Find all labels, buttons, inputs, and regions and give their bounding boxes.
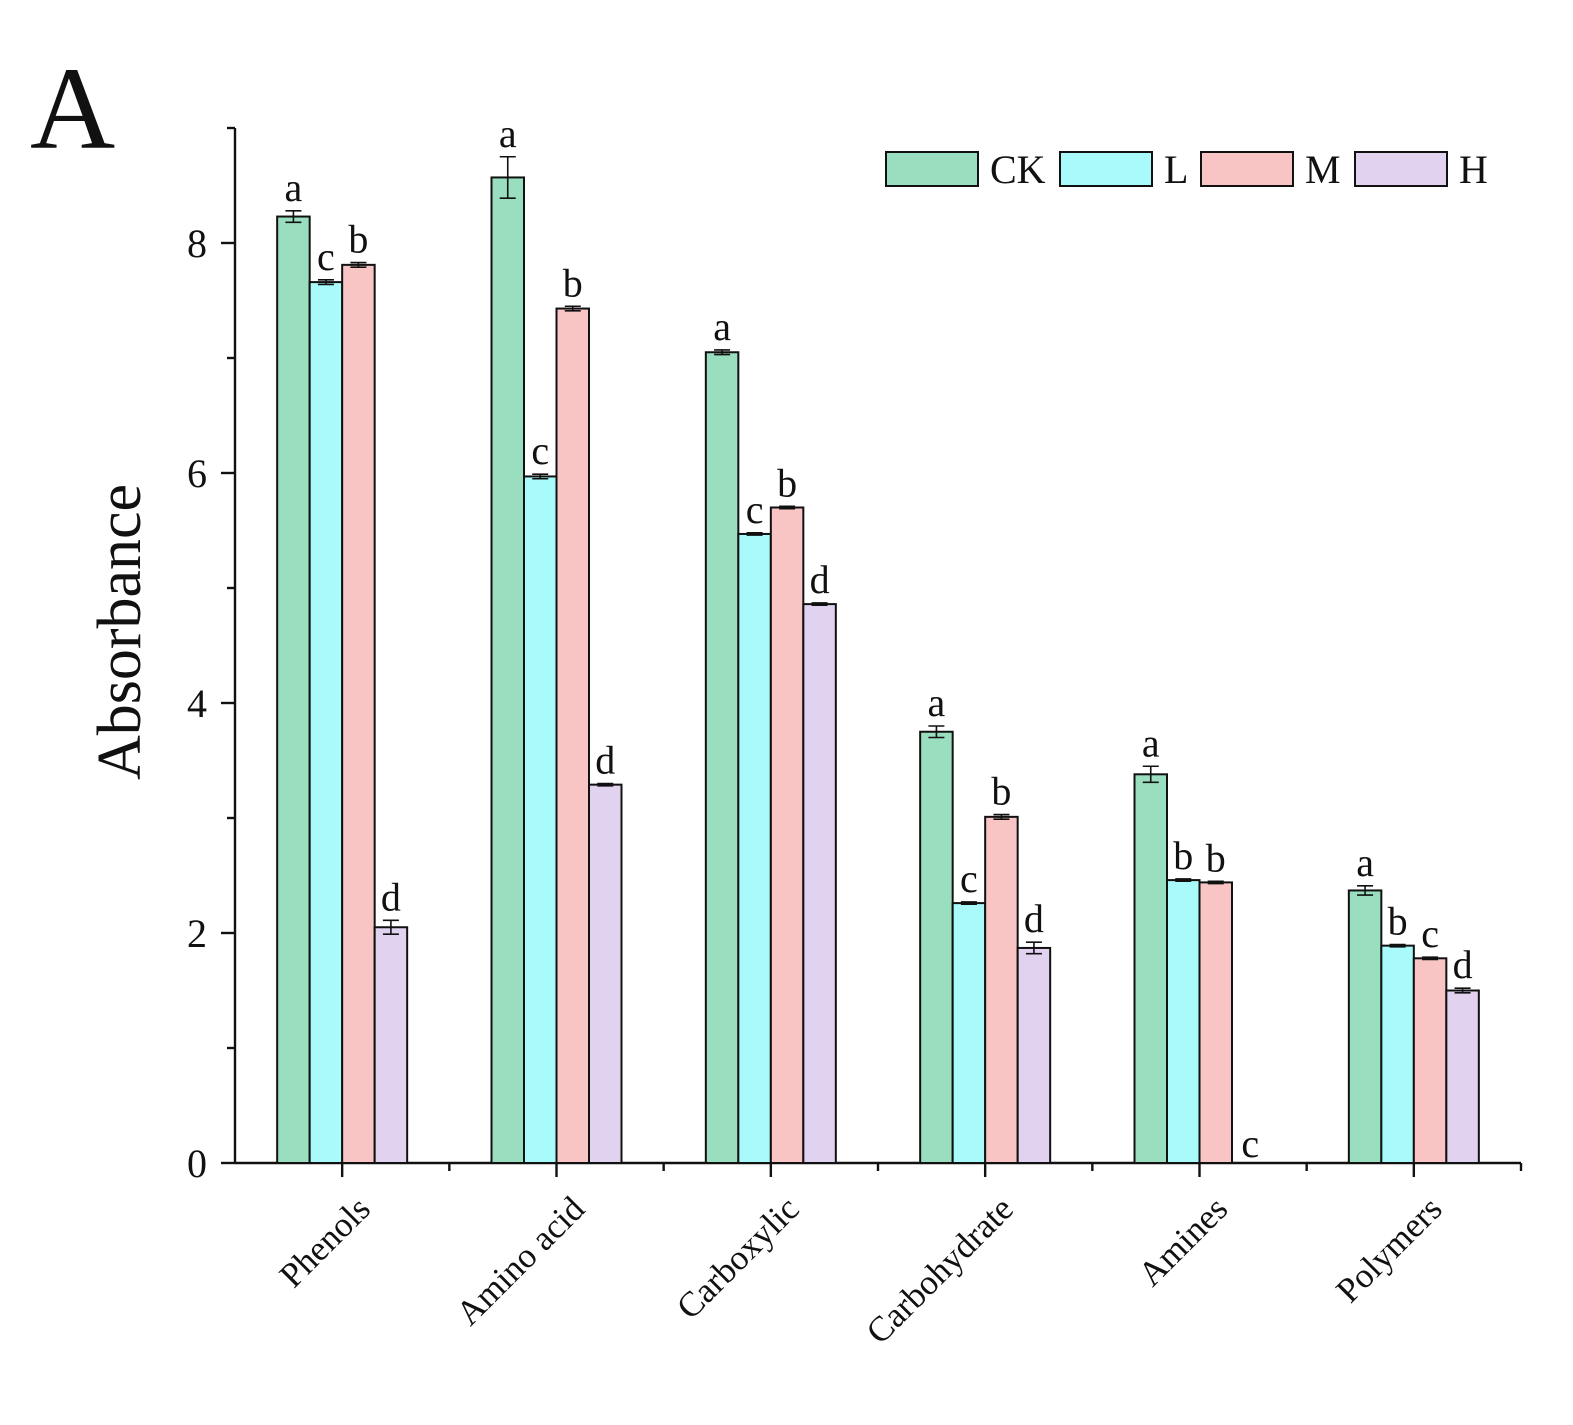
bar-ck [276, 215, 311, 1165]
bar-h [1445, 989, 1480, 1164]
significance-letter: c [531, 428, 549, 473]
bar-l [1166, 879, 1201, 1164]
x-tick-label: Amines [1131, 1189, 1236, 1294]
x-tick-label: Amino acid [448, 1189, 592, 1333]
y-tick-label: 6 [187, 451, 207, 496]
significance-letter: d [1024, 896, 1044, 941]
y-tick-label: 0 [187, 1141, 207, 1186]
significance-letter: b [1173, 833, 1193, 878]
bar-h [802, 603, 837, 1164]
y-tick-label: 4 [187, 681, 207, 726]
significance-letter: d [1453, 942, 1473, 987]
legend: CK L M H [885, 147, 1488, 192]
significance-letter: d [810, 557, 830, 602]
significance-letter: d [381, 874, 401, 919]
significance-letter: b [563, 260, 583, 305]
legend-swatch-l [1059, 151, 1153, 187]
bar-m [555, 307, 590, 1164]
significance-letter: c [960, 856, 978, 901]
x-tick-label: Carbohydrate [859, 1189, 1021, 1351]
significance-letter: d [595, 738, 615, 783]
bar-ck [704, 351, 740, 1164]
significance-letter: c [746, 487, 764, 532]
significance-letter: b [348, 217, 368, 262]
y-tick-label: 2 [187, 911, 207, 956]
panel-label: A [30, 43, 115, 174]
legend-swatch-m [1200, 151, 1294, 187]
bar-l [308, 281, 344, 1165]
legend-swatch-h [1354, 151, 1448, 187]
significance-letter: b [1206, 835, 1226, 880]
bar-l [523, 475, 558, 1164]
legend-label-ck: CK [990, 147, 1046, 192]
significance-letter: c [1421, 911, 1439, 956]
significance-letter: a [928, 680, 946, 725]
bar-h [1016, 946, 1052, 1165]
y-axis-label: Absorbance [86, 484, 154, 780]
significance-letter: b [1388, 899, 1408, 944]
bar-h [588, 783, 623, 1165]
x-tick-label: Phenols [272, 1189, 378, 1295]
bar-m [1412, 957, 1448, 1164]
legend-label-l: L [1164, 147, 1188, 192]
bar-h [373, 926, 409, 1164]
bar-ck [1347, 889, 1383, 1164]
bar-m [769, 506, 805, 1164]
y-tick-label: 8 [187, 221, 207, 266]
significance-letter: c [317, 234, 335, 279]
bar-l [1380, 944, 1415, 1165]
bar-ck [490, 176, 525, 1164]
bar-m [341, 263, 376, 1165]
legend-swatch-ck [885, 151, 979, 187]
bar-ck [1133, 773, 1168, 1164]
bar-m [1198, 881, 1233, 1165]
significance-letter: a [713, 304, 731, 349]
bar-l [951, 902, 987, 1164]
legend-label-m: M [1305, 147, 1341, 192]
significance-letter: a [1142, 720, 1160, 765]
bar-l [737, 532, 772, 1164]
bar-m [984, 815, 1019, 1164]
legend-label-h: H [1459, 147, 1488, 192]
significance-letter: a [285, 165, 303, 210]
x-tick-label: Polymers [1328, 1189, 1449, 1310]
plot-area: 0 2 4 6 8 Phenols Amino acid Carboxylic Carbohyd… [187, 111, 1523, 1351]
significance-letter: c [1241, 1121, 1259, 1166]
x-tick-label: Carboxylic [669, 1189, 807, 1327]
significance-letter: b [777, 460, 797, 505]
significance-letter: b [991, 769, 1011, 814]
significance-letter: a [499, 111, 517, 156]
significance-letter: a [1356, 840, 1374, 885]
bar-ck [919, 730, 954, 1164]
